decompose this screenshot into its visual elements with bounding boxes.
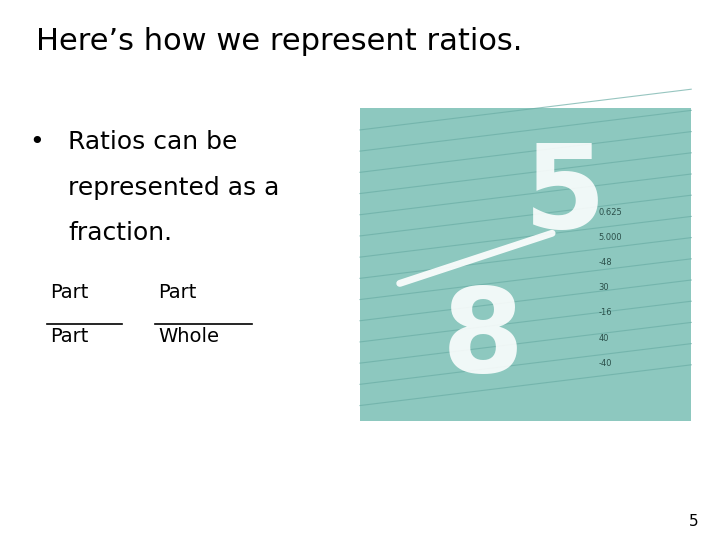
Text: Part: Part — [50, 327, 89, 346]
Text: represented as a: represented as a — [68, 176, 280, 199]
Text: Ratios can be: Ratios can be — [68, 130, 238, 153]
Text: fraction.: fraction. — [68, 221, 173, 245]
Text: Part: Part — [158, 284, 197, 302]
Text: 30: 30 — [598, 284, 609, 292]
Text: -40: -40 — [598, 359, 612, 368]
Text: 5: 5 — [689, 514, 698, 529]
Text: 5.000: 5.000 — [598, 233, 622, 242]
Text: Part: Part — [50, 284, 89, 302]
Text: •: • — [29, 130, 43, 153]
Text: 5: 5 — [524, 138, 606, 253]
Text: 8: 8 — [441, 282, 523, 397]
Text: 0.625: 0.625 — [598, 208, 622, 217]
Text: -48: -48 — [598, 258, 612, 267]
Text: 40: 40 — [598, 334, 609, 342]
Text: -16: -16 — [598, 308, 612, 318]
Text: Here’s how we represent ratios.: Here’s how we represent ratios. — [36, 27, 523, 56]
Bar — [360, 108, 691, 421]
Text: Whole: Whole — [158, 327, 220, 346]
